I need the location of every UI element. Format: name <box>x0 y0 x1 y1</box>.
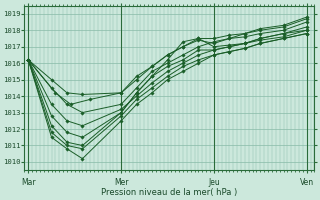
X-axis label: Pression niveau de la mer( hPa ): Pression niveau de la mer( hPa ) <box>101 188 237 197</box>
